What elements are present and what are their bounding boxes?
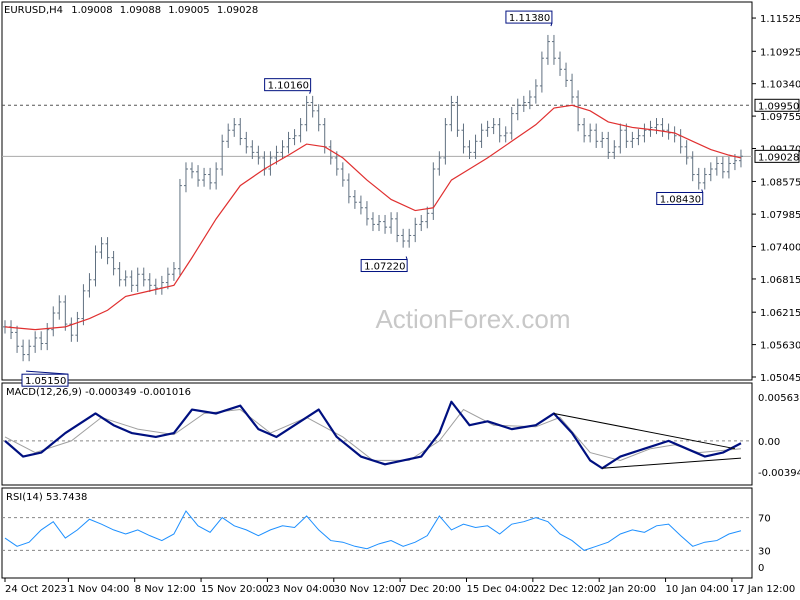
price-tick-label: 1.06815	[760, 275, 800, 286]
x-tick-label: 7 Dec 20:00	[400, 584, 461, 595]
x-tick-label: 15 Nov 20:00	[201, 584, 268, 595]
macd-tick-label: 0.005635	[758, 393, 800, 404]
annotation-label: 1.10160	[268, 81, 309, 92]
macd-trendline	[602, 457, 742, 469]
price-tick-label: 1.09755	[760, 112, 800, 123]
macd-signal-line	[4, 408, 742, 461]
reference-label-box	[754, 149, 800, 163]
symbol-label: EURUSD,H4	[4, 5, 63, 16]
x-tick-label: 23 Nov 04:00	[267, 584, 334, 595]
symbol-header: EURUSD,H4 1.09008 1.09088 1.09005 1.0902…	[4, 5, 258, 16]
x-tick-label: 8 Nov 12:00	[135, 584, 196, 595]
rsi-line	[4, 510, 742, 551]
price-panel: 1.115251.109251.103401.097551.091701.085…	[2, 10, 800, 387]
macd-panel: 0.005635 0.00 -0.003949	[2, 393, 800, 479]
reference-label-box	[754, 98, 800, 112]
annotation-box	[505, 10, 553, 24]
x-tick-label: 15 Dec 04:00	[466, 584, 533, 595]
macd-tick-label: -0.003949	[758, 468, 800, 479]
x-tick-label: 2 Jan 20:00	[599, 584, 656, 595]
panel-frames	[1, 1, 753, 579]
price-frame	[1, 1, 753, 381]
x-axis: 24 Oct 2023 1 Nov 04:00 8 Nov 12:00 15 Nov …	[4, 578, 795, 595]
x-tick-label: 10 Jan 04:00	[666, 584, 729, 595]
macd-frame	[1, 382, 753, 486]
x-tick-label: 17 Jan 12:00	[732, 584, 795, 595]
rsi-panel: 70 30 0	[2, 510, 771, 574]
ohlc-close: 1.09028	[217, 5, 258, 16]
price-tick-label: 1.06215	[760, 308, 800, 319]
price-tick-label: 1.05045	[760, 373, 800, 384]
macd-line	[4, 400, 742, 470]
annotation-label: 1.11380	[509, 13, 550, 24]
ohlc-low: 1.09005	[168, 5, 209, 16]
annotation-label: 1.05150	[25, 376, 66, 387]
ohlc-high: 1.09088	[120, 5, 161, 16]
rsi-label: RSI(14) 53.7438	[6, 492, 87, 503]
price-tick-label: 1.10340	[760, 80, 800, 91]
macd-tick-label: 0.00	[758, 437, 780, 448]
price-tick-label: 1.08575	[760, 177, 800, 188]
price-tick-label: 1.07985	[760, 210, 800, 221]
ohlc-open: 1.09008	[71, 5, 112, 16]
annotation-box	[264, 78, 312, 92]
annotation-label: 1.07220	[364, 262, 405, 273]
price-tick-label: 1.11525	[760, 14, 800, 25]
rsi-frame	[1, 487, 753, 579]
x-tick-label: 24 Oct 2023	[5, 584, 67, 595]
price-tick-label: 1.05630	[760, 341, 800, 352]
x-tick-label: 22 Dec 12:00	[533, 584, 600, 595]
moving-average-line	[4, 104, 742, 331]
reference-label: 1.09950	[758, 101, 799, 112]
watermark: ActionForex.com	[375, 304, 570, 334]
annotation-box	[360, 259, 408, 273]
x-tick-label: 1 Nov 04:00	[68, 584, 129, 595]
rsi-tick-label: 70	[758, 514, 771, 525]
macd-label: MACD(12,26,9) -0.000349 -0.001016	[6, 387, 191, 398]
annotation-label: 1.08430	[660, 194, 701, 205]
price-tick-label: 1.10925	[760, 47, 800, 58]
x-tick-label: 30 Nov 12:00	[334, 584, 401, 595]
reference-label: 1.09028	[758, 152, 799, 163]
rsi-tick-label: 30	[758, 546, 771, 557]
macd-trendline	[553, 412, 736, 450]
annotation-box	[21, 373, 69, 387]
rsi-tick-label: 0	[758, 563, 764, 574]
price-tick-label: 1.07400	[760, 243, 800, 254]
annotation-box	[656, 191, 704, 205]
